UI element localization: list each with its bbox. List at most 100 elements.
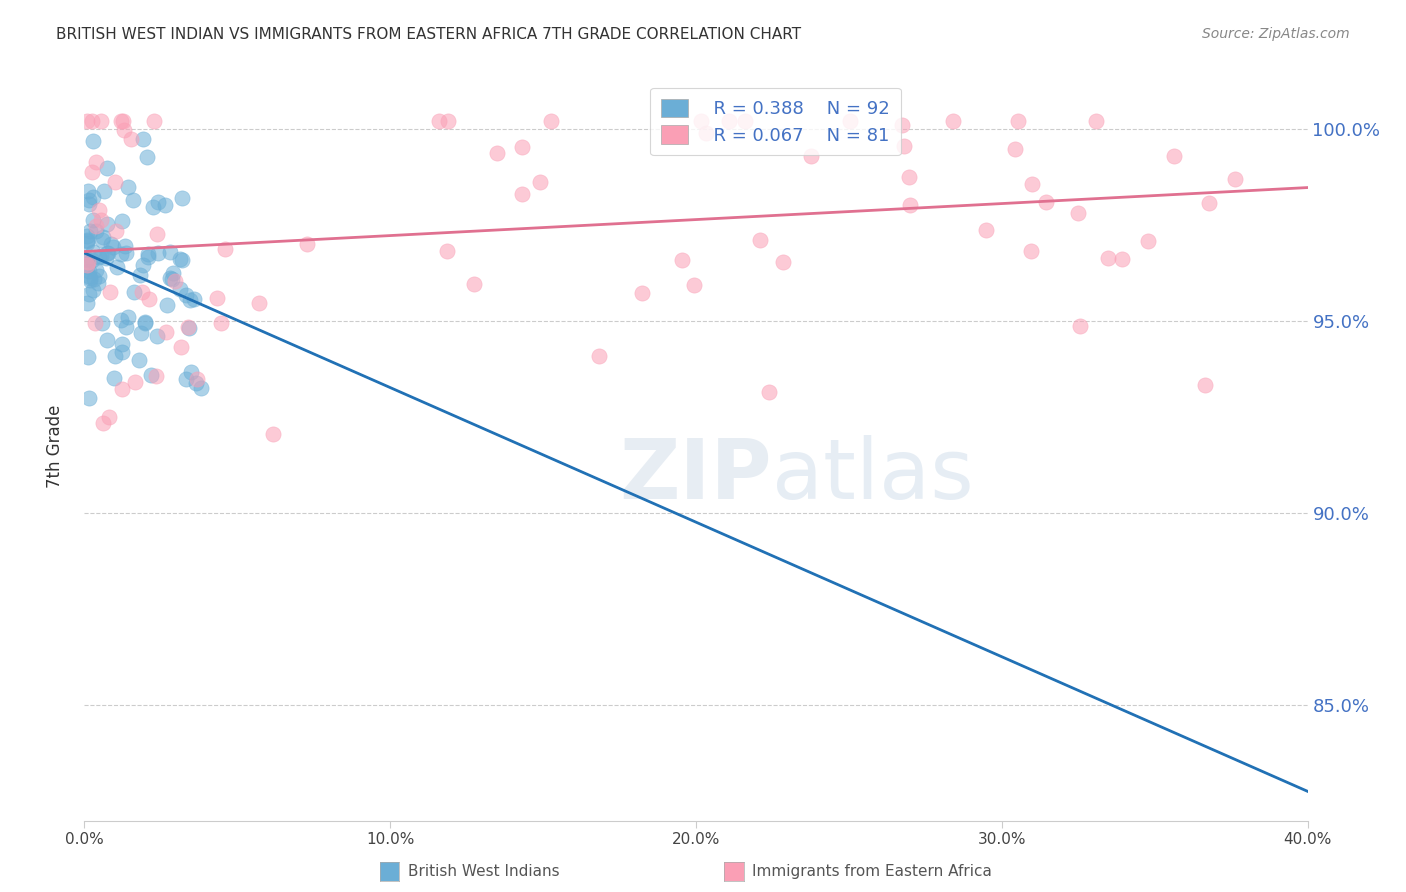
Point <box>148 245 170 260</box>
Point <box>110 246 132 260</box>
Point <box>529 175 551 189</box>
Point <box>76 350 98 364</box>
Point <box>91 316 114 330</box>
Point <box>100 236 122 251</box>
Point <box>96 246 118 260</box>
Point <box>146 194 169 209</box>
Point <box>170 253 193 268</box>
Point <box>117 310 139 324</box>
Point <box>170 191 193 205</box>
Point <box>136 250 159 264</box>
Point <box>177 320 200 334</box>
Point <box>463 277 485 291</box>
Point <box>91 229 114 244</box>
Point <box>214 242 236 256</box>
Point <box>84 263 107 277</box>
Point <box>893 139 915 153</box>
Point <box>134 315 156 329</box>
Point <box>93 184 115 198</box>
Point <box>186 376 208 391</box>
Point <box>77 264 100 278</box>
Text: ZIP: ZIP <box>620 435 772 516</box>
Point <box>145 369 167 384</box>
Point <box>104 175 127 189</box>
Point <box>91 416 114 430</box>
Point <box>76 252 98 266</box>
Point <box>540 114 562 128</box>
Point <box>262 426 284 441</box>
Point <box>1085 114 1108 128</box>
Point <box>1194 377 1216 392</box>
Point <box>139 368 162 383</box>
Point <box>159 245 181 260</box>
Point <box>87 251 110 265</box>
Point <box>76 235 98 250</box>
Point <box>160 272 183 286</box>
Point <box>83 272 105 286</box>
Point <box>76 259 98 273</box>
Point <box>209 316 232 330</box>
Point <box>135 150 157 164</box>
Point <box>122 193 145 207</box>
Point <box>111 382 134 396</box>
Point <box>87 202 110 217</box>
Point <box>82 213 104 227</box>
Point <box>1035 194 1057 209</box>
Point <box>839 114 862 128</box>
Y-axis label: 7th Grade: 7th Grade <box>45 404 63 488</box>
Point <box>155 326 177 340</box>
Point <box>84 155 107 169</box>
Point <box>77 391 100 405</box>
Point <box>942 114 965 128</box>
Point <box>190 381 212 395</box>
Point <box>630 285 652 300</box>
Point <box>76 258 98 272</box>
Point <box>134 317 156 331</box>
Point <box>205 291 228 305</box>
Point <box>87 277 110 291</box>
Point <box>86 219 108 234</box>
Point <box>117 179 139 194</box>
Point <box>159 270 181 285</box>
Point <box>146 329 169 343</box>
Legend:   R = 0.388    N = 92,   R = 0.067    N = 81: R = 0.388 N = 92, R = 0.067 N = 81 <box>650 88 901 155</box>
Point <box>734 114 756 128</box>
Point <box>1021 177 1043 191</box>
Point <box>183 292 205 306</box>
Point <box>177 321 200 335</box>
Text: BRITISH WEST INDIAN VS IMMIGRANTS FROM EASTERN AFRICA 7TH GRADE CORRELATION CHAR: BRITISH WEST INDIAN VS IMMIGRANTS FROM E… <box>56 27 801 42</box>
Point <box>83 316 105 330</box>
Point <box>186 372 208 386</box>
Point <box>111 214 134 228</box>
Point <box>120 132 142 146</box>
Point <box>156 298 179 312</box>
Point <box>79 269 101 284</box>
Point <box>169 282 191 296</box>
Point <box>96 333 118 347</box>
Point <box>427 114 450 128</box>
Point <box>98 409 121 424</box>
Point <box>170 340 193 354</box>
Point <box>1137 234 1160 248</box>
Point <box>79 270 101 285</box>
Point <box>758 385 780 400</box>
Point <box>76 296 98 310</box>
Point <box>174 372 197 386</box>
Point <box>295 236 318 251</box>
Point <box>128 352 150 367</box>
Point <box>90 114 112 128</box>
Point <box>96 218 118 232</box>
Point <box>122 285 145 300</box>
Point <box>898 198 921 212</box>
Point <box>90 213 112 227</box>
Point <box>146 227 169 241</box>
Point <box>1111 252 1133 266</box>
Point <box>82 190 104 204</box>
Point <box>110 312 132 326</box>
Point <box>82 134 104 148</box>
Point <box>128 268 150 282</box>
Text: Immigrants from Eastern Africa: Immigrants from Eastern Africa <box>752 864 993 879</box>
Point <box>91 233 114 247</box>
Point <box>77 193 100 207</box>
Point <box>180 366 202 380</box>
